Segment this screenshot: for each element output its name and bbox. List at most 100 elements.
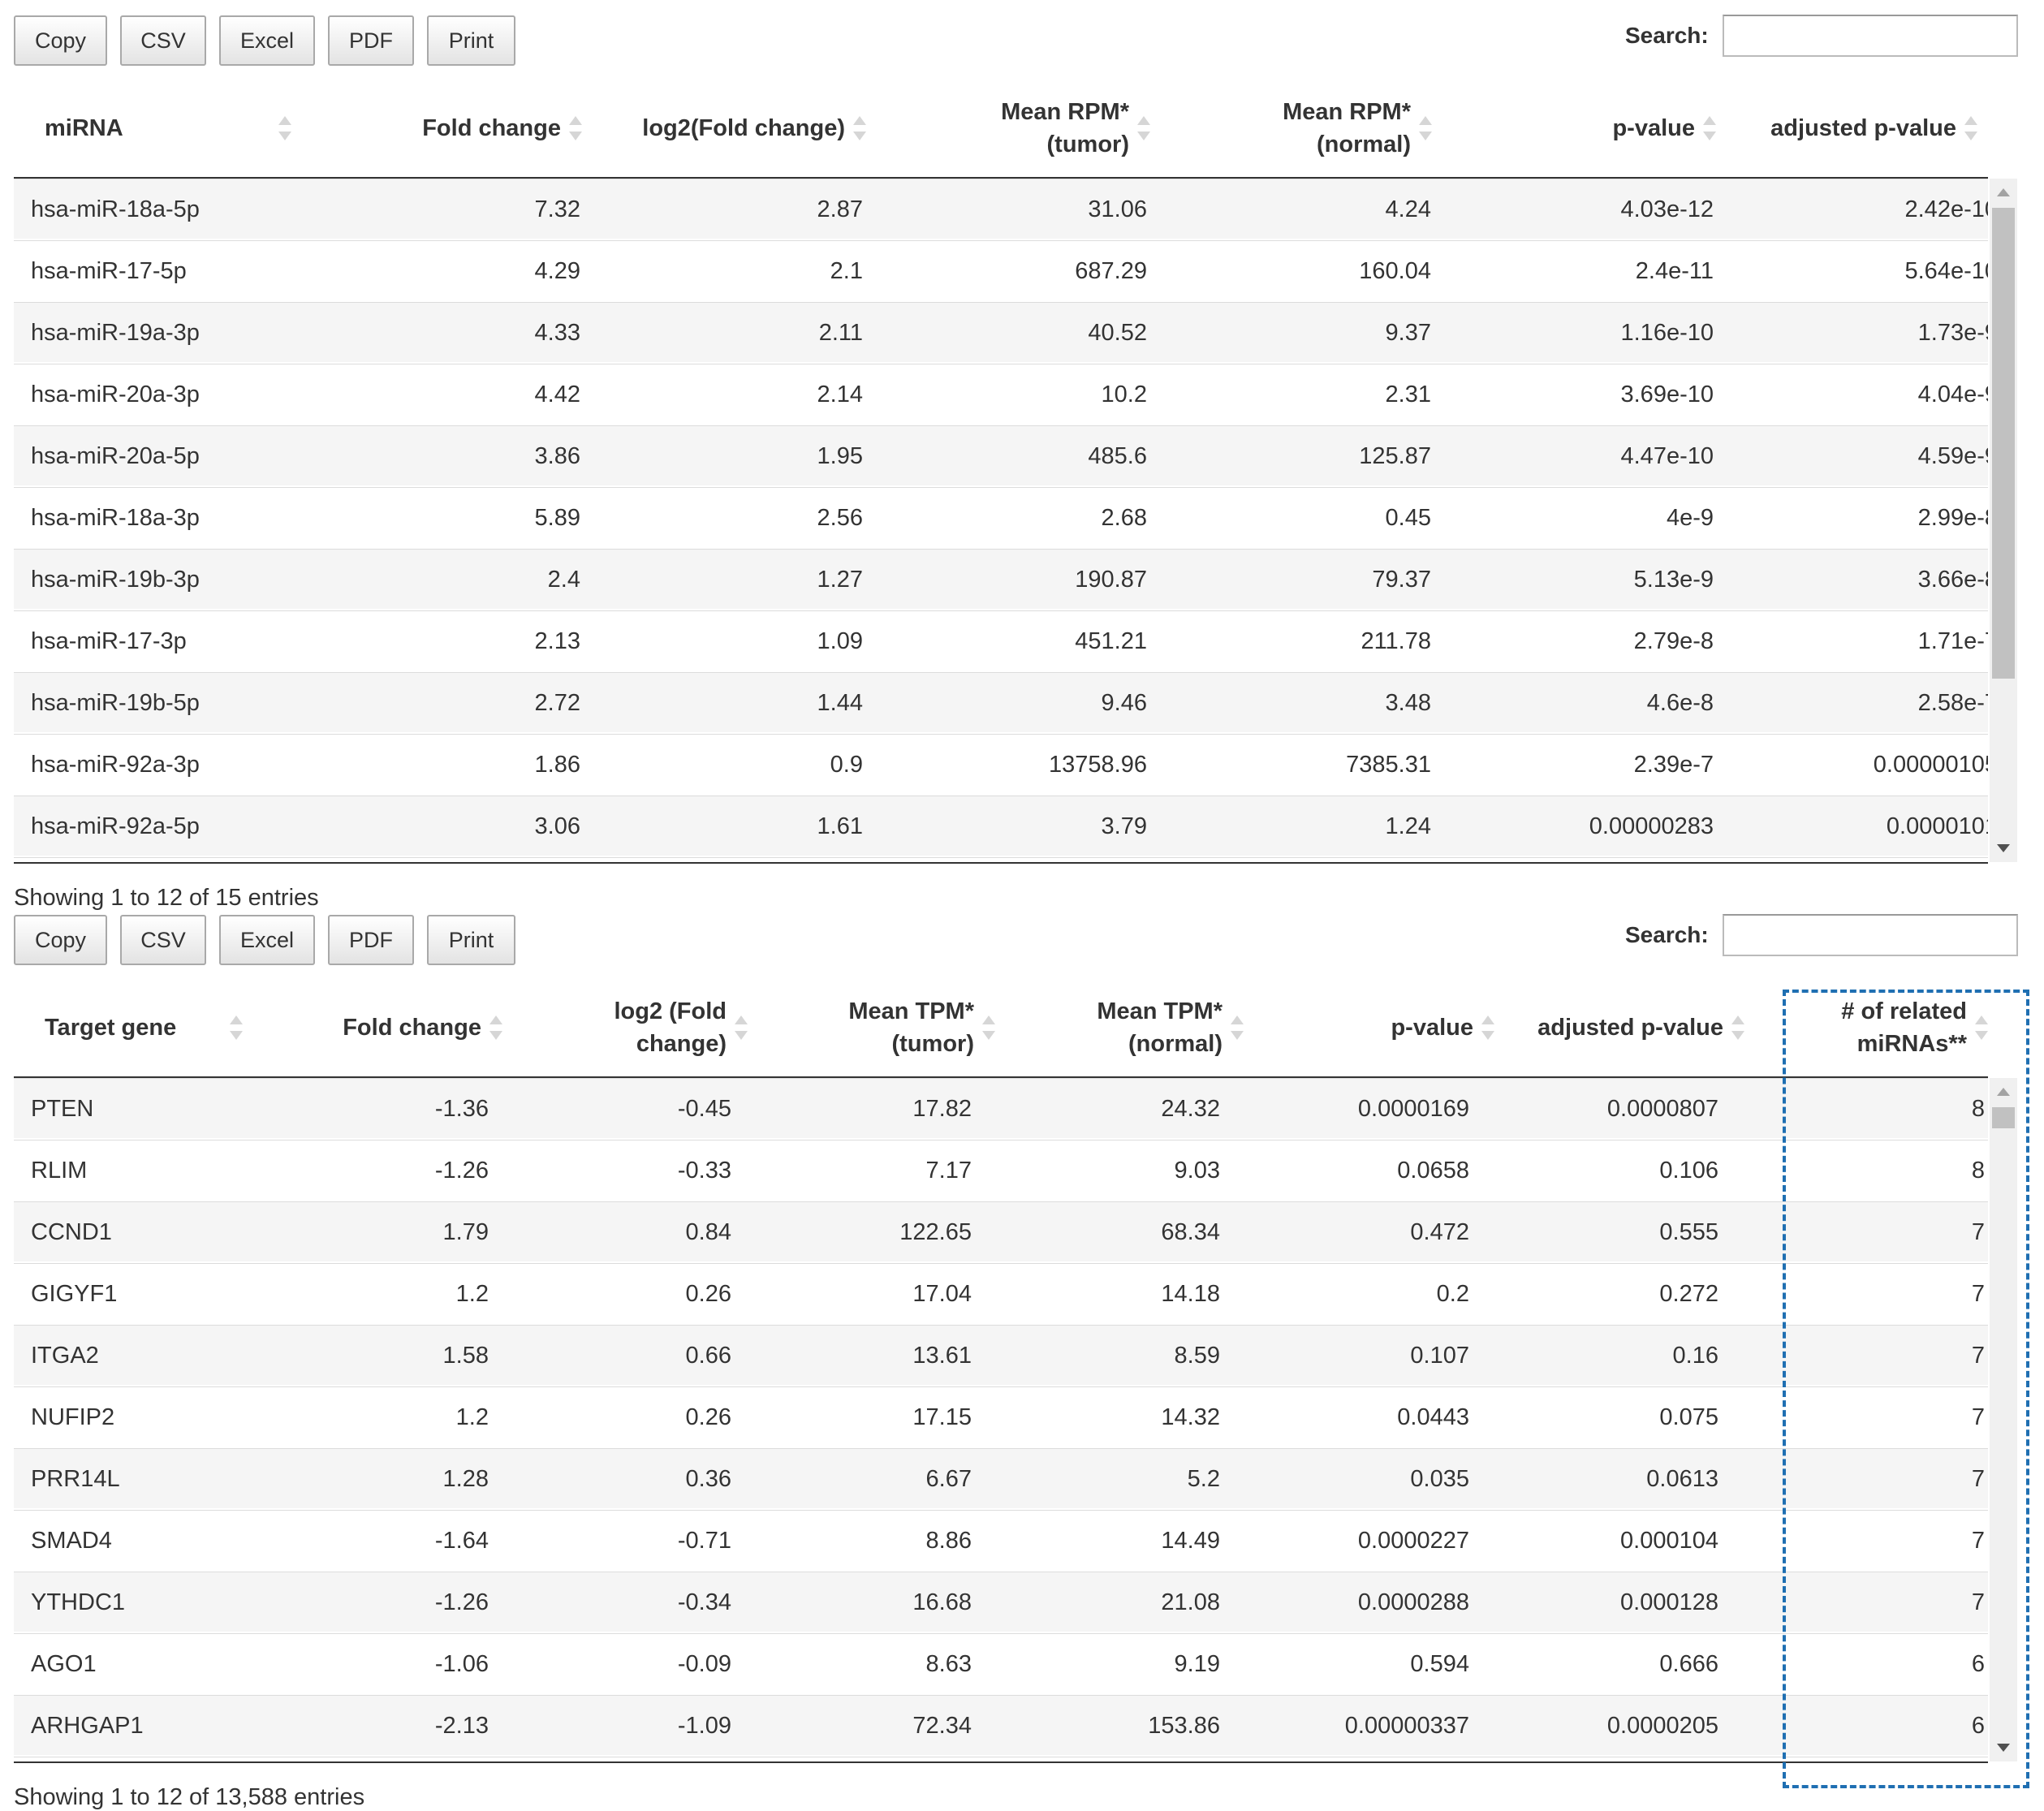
mirna-col-header-5[interactable]: p-value bbox=[1440, 80, 1724, 177]
target-col-header-7[interactable]: # of related miRNAs** bbox=[1753, 979, 1996, 1076]
table-row[interactable]: ITGA2 1.58 0.66 13.61 8.59 0.107 0.16 7 bbox=[14, 1325, 1988, 1385]
print-button[interactable]: Print bbox=[427, 15, 515, 66]
sort-icon[interactable] bbox=[853, 116, 866, 140]
table-row[interactable]: NUFIP2 1.2 0.26 17.15 14.32 0.0443 0.075 7 bbox=[14, 1386, 1988, 1447]
mirna-cell-3: 32543.56 bbox=[863, 858, 1147, 862]
column-label: adjusted p-value bbox=[1537, 1015, 1723, 1041]
target-col-header-3[interactable]: Mean TPM* (tumor) bbox=[756, 979, 1003, 1076]
excel-button[interactable]: Excel bbox=[219, 915, 315, 965]
table-row[interactable]: RLIM -1.26 -0.33 7.17 9.03 0.0658 0.106 8 bbox=[14, 1140, 1988, 1200]
table-row[interactable]: hsa-miR-92a-5p 3.06 1.61 3.79 1.24 0.00000283… bbox=[14, 796, 1988, 856]
table-row[interactable]: hsa-miR-19b-3p 2.4 1.27 190.87 79.37 5.13e-9 3… bbox=[14, 549, 1988, 609]
table-row[interactable]: YTHDC1 -1.26 -0.34 16.68 21.08 0.0000288 0.000… bbox=[14, 1572, 1988, 1632]
target-cell-7: 7 bbox=[1971, 1219, 1985, 1245]
table-row[interactable]: PTEN -1.36 -0.45 17.82 24.32 0.0000169 0.00008… bbox=[14, 1078, 1988, 1138]
table-row[interactable]: ARHGAP1 -2.13 -1.09 72.34 153.86 0.00000337 0.… bbox=[14, 1695, 1988, 1755]
table-row[interactable]: AGO1 -1.06 -0.09 8.63 9.19 0.594 0.666 6 bbox=[14, 1633, 1988, 1693]
print-button[interactable]: Print bbox=[427, 915, 515, 965]
sort-icon[interactable] bbox=[1419, 116, 1432, 140]
mirna-cell-4: 160.04 bbox=[1359, 258, 1431, 284]
mirna-col-header-0[interactable]: miRNA bbox=[14, 80, 306, 177]
scroll-down-icon[interactable] bbox=[1997, 844, 2010, 852]
target-col-header-2[interactable]: log2 (Fold change) bbox=[511, 979, 756, 1076]
sort-icon[interactable] bbox=[1703, 116, 1716, 140]
table-row[interactable]: hsa-miR-20a-3p 4.42 2.14 10.2 2.31 3.69e-10 4.… bbox=[14, 364, 1988, 424]
target-col-header-4[interactable]: Mean TPM* (normal) bbox=[1003, 979, 1252, 1076]
mirna-col-header-1[interactable]: Fold change bbox=[306, 80, 590, 177]
sort-icon[interactable] bbox=[735, 1015, 748, 1040]
mirna-cell-2: 2.14 bbox=[817, 382, 863, 407]
sort-icon[interactable] bbox=[1975, 1015, 1988, 1040]
copy-button[interactable]: Copy bbox=[14, 915, 107, 965]
mirna-table-scrollbar[interactable] bbox=[1990, 179, 2017, 862]
target-table-info: Showing 1 to 12 of 13,588 entries bbox=[14, 1784, 365, 1810]
scroll-up-icon[interactable] bbox=[1997, 1088, 2010, 1096]
scroll-down-icon[interactable] bbox=[1997, 1744, 2010, 1752]
mirna-cell-1: 3.86 bbox=[534, 443, 580, 469]
target-table-scrollbar[interactable] bbox=[1990, 1078, 2017, 1761]
sort-icon[interactable] bbox=[1137, 116, 1150, 140]
mirna-cell-5: 4.6e-8 bbox=[1646, 690, 1714, 716]
mirna-col-header-4[interactable]: Mean RPM* (normal) bbox=[1158, 80, 1440, 177]
target-cell-3: 12.80 bbox=[731, 1757, 972, 1761]
target-cell-4: 14.49 bbox=[1161, 1528, 1220, 1554]
sort-icon[interactable] bbox=[1481, 1015, 1494, 1040]
mirna-cell-1: 2.4 bbox=[547, 567, 580, 593]
table-row[interactable]: hsa-miR-92a-3p 1.86 0.9 13758.96 7385.31 2.39… bbox=[14, 734, 1988, 794]
sort-icon[interactable] bbox=[1231, 1015, 1244, 1040]
target-cell-2: -0.09 bbox=[677, 1651, 731, 1677]
scroll-thumb[interactable] bbox=[1992, 1107, 2015, 1128]
table-row[interactable]: GIGYF1 1.2 0.26 17.04 14.18 0.2 0.272 7 bbox=[14, 1263, 1988, 1323]
sort-icon[interactable] bbox=[489, 1015, 502, 1040]
mirna-col-header-6[interactable]: adjusted p-value bbox=[1724, 80, 1986, 177]
table-row[interactable]: SMAD4 -1.64 -0.71 8.86 14.49 0.0000227 0.00010… bbox=[14, 1510, 1988, 1570]
scroll-thumb[interactable] bbox=[1992, 208, 2015, 679]
excel-button[interactable]: Excel bbox=[219, 15, 315, 66]
search-label: Search: bbox=[1625, 922, 1709, 947]
table-row[interactable]: PRR14L 1.28 0.36 6.67 5.2 0.035 0.0613 7 bbox=[14, 1448, 1988, 1508]
target-cell-0: PTEN bbox=[31, 1096, 94, 1122]
table-row[interactable]: CCND1 1.79 0.84 122.65 68.34 0.472 0.555 7 bbox=[14, 1201, 1988, 1261]
pdf-button[interactable]: PDF bbox=[328, 915, 414, 965]
table-row[interactable]: hsa-miR-18a-5p 7.32 2.87 31.06 4.24 4.03e-12 2… bbox=[14, 179, 1988, 239]
table-row[interactable]: hsa-miR-17-5p 4.29 2.1 687.29 160.04 2.4e-11 5… bbox=[14, 240, 1988, 300]
sort-icon[interactable] bbox=[982, 1015, 995, 1040]
table-row[interactable]: hsa-miR-19b-5p 2.72 1.44 9.46 3.48 4.6e-8 2.58… bbox=[14, 672, 1988, 732]
copy-button[interactable]: Copy bbox=[14, 15, 107, 66]
sort-icon[interactable] bbox=[230, 1015, 243, 1040]
target-cell-7: 7 bbox=[1971, 1281, 1985, 1307]
scroll-up-icon[interactable] bbox=[1997, 188, 2010, 196]
target-cell-1: 1.49 bbox=[249, 1757, 489, 1761]
target-cell-1: -1.26 bbox=[434, 1158, 489, 1184]
target-col-header-6[interactable]: adjusted p-value bbox=[1503, 979, 1753, 1076]
search-input[interactable] bbox=[1723, 914, 2018, 956]
mirna-col-header-2[interactable]: log2(Fold change) bbox=[590, 80, 874, 177]
sort-icon[interactable] bbox=[569, 116, 582, 140]
csv-button[interactable]: CSV bbox=[120, 915, 206, 965]
table-row[interactable]: hsa-miR-17-3p 2.13 1.09 451.21 211.78 2.79e-8… bbox=[14, 610, 1988, 671]
pdf-button[interactable]: PDF bbox=[328, 15, 414, 66]
target-col-header-5[interactable]: p-value bbox=[1252, 979, 1503, 1076]
mirna-cell-6: 0.00000105 bbox=[1873, 752, 1988, 778]
target-col-header-0[interactable]: Target gene bbox=[14, 979, 257, 1076]
sort-icon[interactable] bbox=[278, 116, 291, 140]
csv-button[interactable]: CSV bbox=[120, 15, 206, 66]
table-row[interactable]: hsa-miR-18a-3p 5.89 2.56 2.68 0.45 4e-9 2.99e-… bbox=[14, 487, 1988, 547]
target-cell-1: -1.26 bbox=[434, 1589, 489, 1615]
table-row[interactable]: hsa-miR-20a-5p 3.86 1.95 485.6 125.87 4.47e-1… bbox=[14, 425, 1988, 485]
target-cell-6: 0.16 bbox=[1672, 1343, 1718, 1369]
mirna-cell-5: 4.03e-12 bbox=[1620, 196, 1714, 222]
mirna-cell-2: 1.27 bbox=[817, 567, 863, 593]
sort-icon[interactable] bbox=[1964, 116, 1977, 140]
sort-icon[interactable] bbox=[1731, 1015, 1744, 1040]
target-col-header-1[interactable]: Fold change bbox=[257, 979, 511, 1076]
mirna-cell-4: 79.37 bbox=[1372, 567, 1431, 593]
table-row[interactable]: hsa-miR-19a-3p 4.33 2.11 40.52 9.37 1.16e-10 1… bbox=[14, 302, 1988, 362]
mirna-cell-0: hsa-miR-92a-5p bbox=[31, 813, 200, 839]
target-cell-3: 8.63 bbox=[925, 1651, 972, 1677]
table-row[interactable]: hsa-miR-293a-3p2.211.1432543.5614722.690… bbox=[14, 857, 1988, 862]
search-input[interactable] bbox=[1723, 15, 2018, 57]
table-row[interactable]: BCL2L111.490.5812.808.640.00110.003066 bbox=[14, 1757, 1988, 1761]
mirna-col-header-3[interactable]: Mean RPM* (tumor) bbox=[874, 80, 1158, 177]
target-cell-5: 0.594 bbox=[1410, 1651, 1469, 1677]
